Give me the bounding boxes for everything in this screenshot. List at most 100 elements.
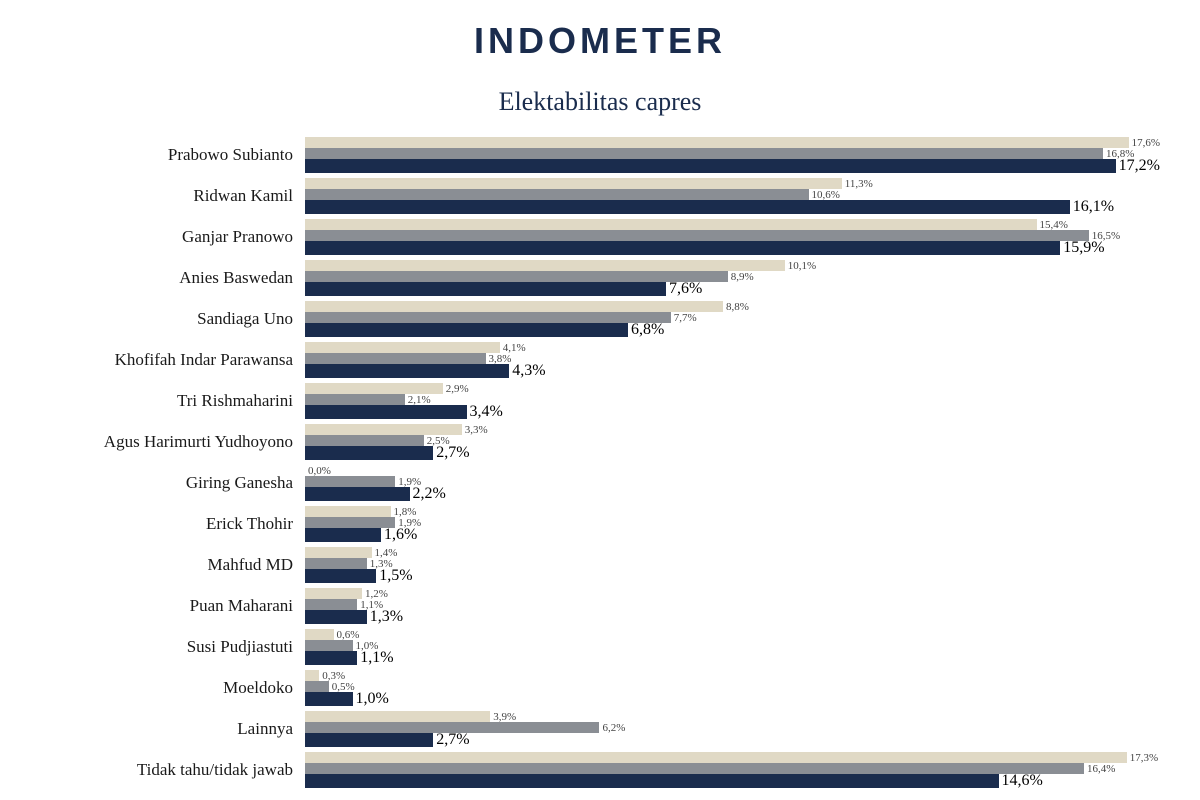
bar-series-2: 1,3% <box>305 558 1160 569</box>
category-label: Lainnya <box>40 719 305 739</box>
bar-series-1: 17,3% <box>305 752 1160 763</box>
chart-row: Lainnya3,9%6,2% 2,7% <box>40 709 1160 749</box>
bar-series-1: 1,4% <box>305 547 1160 558</box>
bar <box>305 424 462 435</box>
chart-row: Prabowo Subianto17,6%16,8%17,2% <box>40 135 1160 175</box>
bar-value-label: 1,1% <box>360 649 393 667</box>
bar-series-2: 16,8% <box>305 148 1160 159</box>
bar-value-label: 3,3% <box>465 424 488 436</box>
bar <box>305 640 353 651</box>
chart-row: Tidak tahu/tidak jawab17,3%16,4%14,6% <box>40 750 1160 790</box>
bar <box>305 558 367 569</box>
bar-value-label: 2,1% <box>408 394 431 406</box>
category-label: Giring Ganesha <box>40 473 305 493</box>
bar-group: 10,1%8,9%7,6% <box>305 258 1160 298</box>
bar <box>305 200 1070 214</box>
bar <box>305 405 467 419</box>
bar-series-3: 15,9% <box>305 241 1160 255</box>
bar-series-2: 16,5% <box>305 230 1160 241</box>
bar <box>305 260 785 271</box>
category-label: Agus Harimurti Yudhoyono <box>40 432 305 452</box>
bar <box>305 137 1129 148</box>
bar-value-label: 7,7% <box>674 312 697 324</box>
bar-value-label: 15,9% <box>1063 239 1104 257</box>
bar-group: 15,4%16,5%15,9% <box>305 217 1160 257</box>
bar-value-label: 2,7% <box>436 444 469 462</box>
bar-series-3: 1,3% <box>305 610 1160 624</box>
category-label: Khofifah Indar Parawansa <box>40 350 305 370</box>
bar-group: 17,3%16,4% 14,6% <box>305 750 1160 790</box>
bar-group: 1,4%1,3%1,5% <box>305 545 1160 585</box>
bar <box>305 282 666 296</box>
bar-series-2: 6,2% <box>305 722 1160 733</box>
chart-row: Susi Pudjiastuti0,6%1,0%1,1% <box>40 627 1160 667</box>
bar-value-label: 0,0% <box>308 465 331 477</box>
bar-series-1: 0,3% <box>305 670 1160 681</box>
logo-text: INDOMETER <box>474 20 726 61</box>
bar <box>305 670 319 681</box>
bar <box>305 435 424 446</box>
chart-row: Ganjar Pranowo15,4%16,5%15,9% <box>40 217 1160 257</box>
bar-series-2: 2,1% <box>305 394 1160 405</box>
chart-row: Mahfud MD1,4%1,3%1,5% <box>40 545 1160 585</box>
bar-series-2: 2,5% <box>305 435 1160 446</box>
bar <box>305 517 395 528</box>
chart-row: Sandiaga Uno8,8%7,7%6,8% <box>40 299 1160 339</box>
bar <box>305 364 509 378</box>
category-label: Erick Thohir <box>40 514 305 534</box>
bar <box>305 774 999 788</box>
bar-value-label: 4,3% <box>512 362 545 380</box>
bar <box>305 733 433 747</box>
bar <box>305 692 353 706</box>
bar-series-2: 0,5% <box>305 681 1160 692</box>
bar-value-label: 15,4% <box>1040 219 1068 231</box>
category-label: Anies Baswedan <box>40 268 305 288</box>
bar-series-3: 7,6% <box>305 282 1160 296</box>
bar-value-label: 17,6% <box>1132 137 1160 149</box>
bar-value-label: 1,3% <box>370 608 403 626</box>
chart-row: Tri Rishmaharini2,9%2,1%3,4% <box>40 381 1160 421</box>
bar-group: 17,6%16,8%17,2% <box>305 135 1160 175</box>
category-label: Susi Pudjiastuti <box>40 637 305 657</box>
bar-series-3: 1,1% <box>305 651 1160 665</box>
bar-value-label: 2,2% <box>413 485 446 503</box>
bar-series-3: 16,1% <box>305 200 1160 214</box>
category-label: Puan Maharani <box>40 596 305 616</box>
bar-series-2: 1,0% <box>305 640 1160 651</box>
bar <box>305 189 809 200</box>
chart-row: Anies Baswedan10,1%8,9%7,6% <box>40 258 1160 298</box>
chart-row: Agus Harimurti Yudhoyono3,3%2,5%2,7% <box>40 422 1160 462</box>
horizontal-bar-chart: Prabowo Subianto17,6%16,8%17,2%Ridwan Ka… <box>40 135 1160 800</box>
bar <box>305 148 1103 159</box>
bar-series-1: 1,8% <box>305 506 1160 517</box>
bar-value-label: 3,8% <box>489 353 512 365</box>
bar-series-3: 1,6% <box>305 528 1160 542</box>
bar <box>305 610 367 624</box>
bar <box>305 752 1127 763</box>
chart-title: Elektabilitas capres <box>40 87 1160 117</box>
bar-series-2: 7,7% <box>305 312 1160 323</box>
chart-row: Moeldoko0,3%0,5%1,0% <box>40 668 1160 708</box>
bar-value-label: 0,5% <box>332 681 355 693</box>
bar-value-label: 14,6% <box>1002 772 1043 790</box>
bar-series-1: 3,9% <box>305 711 1160 722</box>
bar-series-1: 10,1% <box>305 260 1160 271</box>
bar-value-label: 1,5% <box>379 567 412 585</box>
bar <box>305 588 362 599</box>
bar-value-label: 2,7% <box>436 731 469 749</box>
bar-series-1: 2,9% <box>305 383 1160 394</box>
bar-series-3: 2,2% <box>305 487 1160 501</box>
bar-group: 1,8%1,9%1,6% <box>305 504 1160 544</box>
bar-series-3: 1,0% <box>305 692 1160 706</box>
bar <box>305 681 329 692</box>
bar <box>305 383 443 394</box>
bar <box>305 651 357 665</box>
bar-value-label: 16,4% <box>1087 763 1115 775</box>
bar-series-1: 3,3% <box>305 424 1160 435</box>
bar-group: 0,0%1,9%2,2% <box>305 463 1160 503</box>
bar <box>305 569 376 583</box>
bar-group: 3,3%2,5%2,7% <box>305 422 1160 462</box>
bar <box>305 446 433 460</box>
bar-series-1: 1,2% <box>305 588 1160 599</box>
bar-value-label: 6,2% <box>602 722 625 734</box>
